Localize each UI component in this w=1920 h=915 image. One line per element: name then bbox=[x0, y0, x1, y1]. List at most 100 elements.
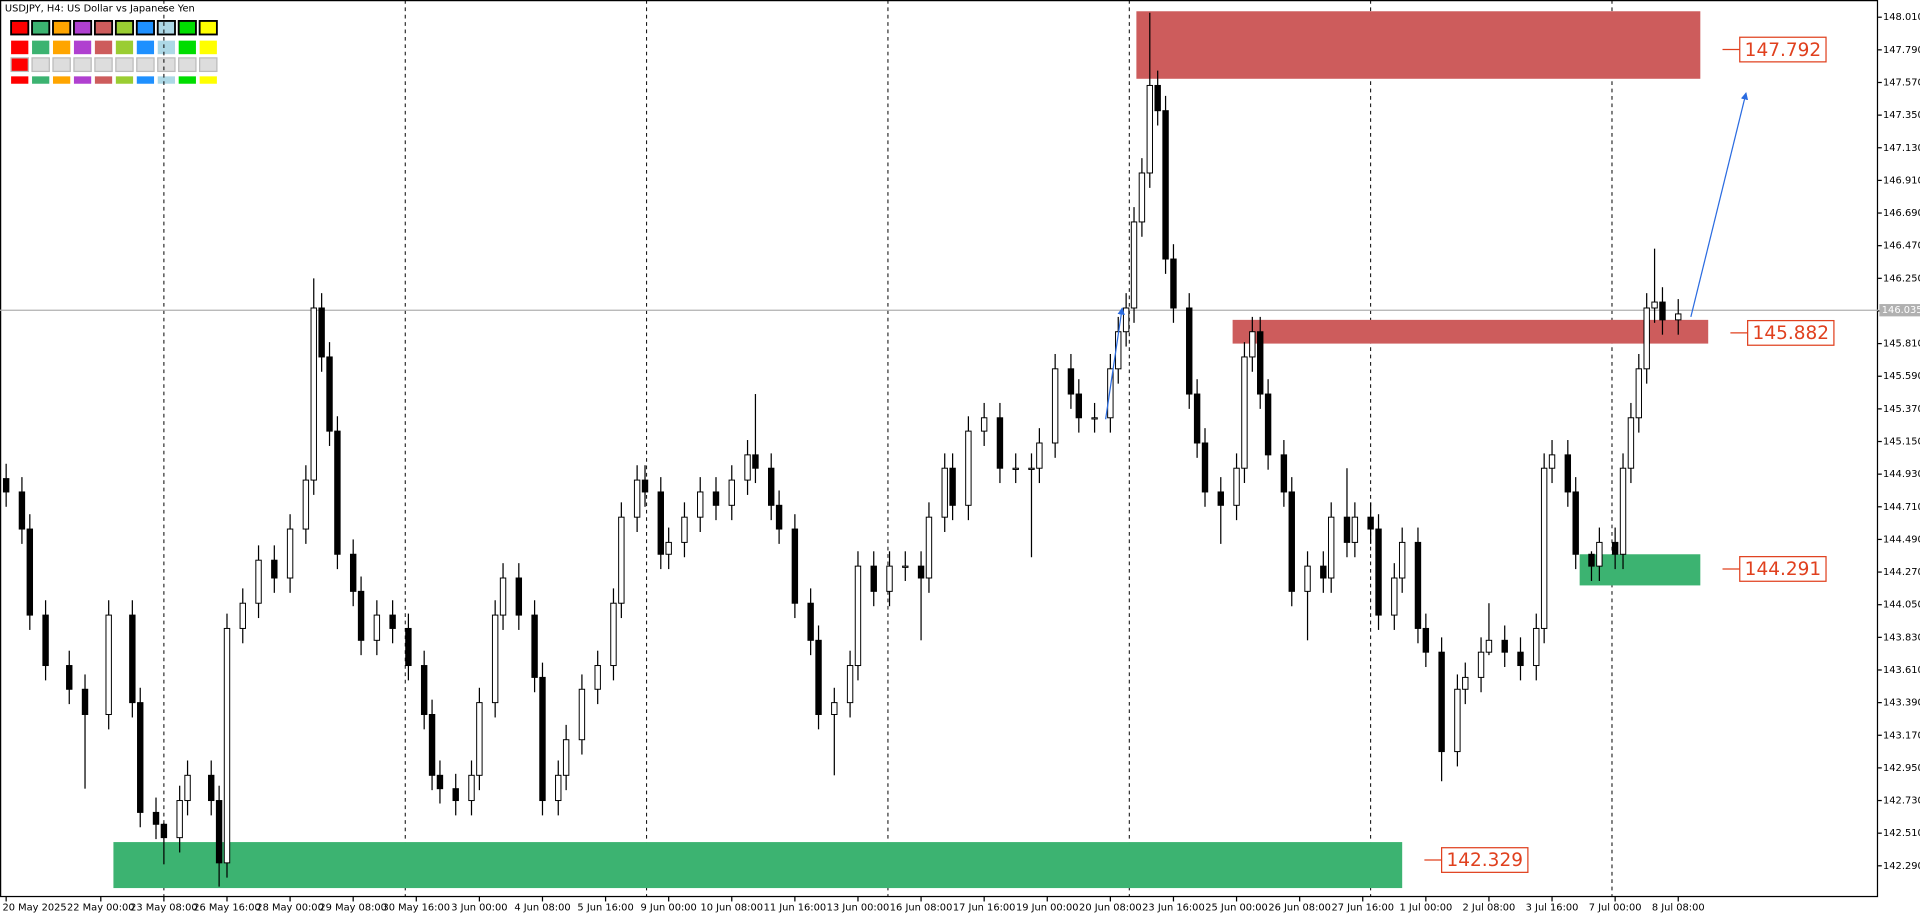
palette-swatch bbox=[136, 40, 155, 55]
arrow bbox=[1690, 92, 1749, 318]
candle-body bbox=[184, 774, 191, 802]
candle-body bbox=[594, 665, 601, 690]
candle-body bbox=[965, 430, 972, 506]
candle-body bbox=[1477, 651, 1485, 678]
candle-body bbox=[641, 479, 649, 493]
candle-body bbox=[744, 454, 751, 481]
x-tick-label: 3 Jul 16:00 bbox=[1526, 903, 1579, 914]
palette-swatch bbox=[199, 76, 217, 84]
candle-body bbox=[239, 602, 246, 629]
palette-swatch bbox=[73, 57, 92, 73]
candle-body bbox=[515, 577, 523, 616]
candle-body bbox=[1122, 307, 1130, 333]
y-tick-label: 148.010 bbox=[1883, 12, 1920, 23]
palette-swatch[interactable] bbox=[198, 20, 218, 36]
palette-swatch[interactable] bbox=[93, 20, 114, 36]
candle-body bbox=[1264, 393, 1272, 456]
y-tick-label: 144.930 bbox=[1883, 469, 1920, 480]
palette-swatch bbox=[94, 57, 113, 73]
palette-swatch[interactable] bbox=[52, 20, 72, 36]
candle-body bbox=[1367, 516, 1374, 530]
palette-swatch[interactable] bbox=[114, 20, 135, 36]
candle-body bbox=[1170, 258, 1177, 309]
palette-swatch bbox=[10, 57, 29, 73]
y-tick-label: 144.050 bbox=[1883, 600, 1920, 611]
palette-swatch bbox=[52, 76, 71, 84]
candle-body bbox=[665, 541, 672, 555]
candle-body bbox=[1438, 651, 1445, 753]
x-tick-label: 30 May 16:00 bbox=[383, 903, 451, 914]
zone-label-box bbox=[1739, 556, 1827, 582]
y-tick-label: 143.170 bbox=[1883, 730, 1920, 741]
y-tick-label: 146.470 bbox=[1883, 241, 1920, 252]
zone bbox=[1232, 319, 1709, 344]
candle-body bbox=[81, 688, 89, 715]
candle-body bbox=[618, 516, 625, 604]
candle-body bbox=[373, 614, 381, 641]
palette-swatch bbox=[115, 40, 134, 55]
y-tick-label: 145.370 bbox=[1883, 404, 1920, 415]
palette-swatch[interactable] bbox=[10, 20, 30, 36]
candle-body bbox=[1091, 417, 1098, 420]
candle-body bbox=[334, 430, 341, 555]
palette-swatch bbox=[32, 40, 50, 55]
zone-label: 145.882 bbox=[1753, 323, 1829, 344]
candle-body bbox=[555, 774, 562, 802]
candle-body bbox=[436, 774, 444, 790]
x-tick-label: 28 May 00:00 bbox=[256, 903, 324, 914]
candle-body bbox=[1619, 467, 1627, 555]
candle-body bbox=[1454, 688, 1461, 753]
palette-swatch[interactable] bbox=[135, 20, 155, 36]
y-tick-label: 142.730 bbox=[1883, 796, 1920, 807]
candle-body bbox=[539, 676, 546, 802]
candle-body bbox=[531, 614, 538, 678]
candle-body bbox=[1130, 221, 1138, 309]
x-tick-label: 10 Jun 08:00 bbox=[700, 903, 763, 914]
y-tick-label: 147.570 bbox=[1883, 77, 1920, 88]
palette-swatch bbox=[136, 76, 155, 84]
palette-swatch[interactable] bbox=[156, 20, 176, 36]
y-tick-label: 147.790 bbox=[1883, 45, 1920, 56]
x-tick-label: 11 Jun 16:00 bbox=[764, 903, 827, 914]
y-tick-label: 147.130 bbox=[1883, 143, 1920, 154]
candle-body bbox=[1304, 565, 1311, 592]
palette-swatch[interactable] bbox=[31, 20, 51, 36]
zone-label-box bbox=[1747, 319, 1835, 346]
x-tick-label: 19 Jun 00:00 bbox=[1016, 903, 1079, 914]
candle-body bbox=[318, 307, 325, 358]
palette-swatch bbox=[178, 57, 197, 73]
y-tick-label: 145.150 bbox=[1883, 437, 1920, 448]
candle-body bbox=[925, 516, 933, 579]
candle-body bbox=[2, 478, 10, 493]
candle-body bbox=[831, 702, 838, 715]
palette-swatch bbox=[157, 57, 176, 73]
candle-body bbox=[1375, 528, 1382, 616]
y-tick-label: 146.250 bbox=[1883, 273, 1920, 284]
zone-label: 142.329 bbox=[1447, 850, 1523, 871]
candle-body bbox=[1651, 301, 1658, 309]
candle-body bbox=[223, 627, 231, 864]
candle-body bbox=[1564, 454, 1572, 493]
palette-swatch[interactable] bbox=[73, 20, 93, 36]
candle-body bbox=[996, 417, 1004, 469]
candle-body bbox=[712, 491, 720, 506]
palette-swatch bbox=[52, 57, 71, 73]
palette-swatch bbox=[178, 40, 196, 55]
x-tick-label: 25 Jun 00:00 bbox=[1205, 903, 1268, 914]
candle-body bbox=[1320, 565, 1327, 579]
color-palette[interactable] bbox=[10, 20, 218, 84]
candle-body bbox=[1051, 368, 1059, 444]
candle-body bbox=[160, 823, 168, 839]
zone-label: 144.291 bbox=[1745, 559, 1821, 580]
candle-body bbox=[1036, 442, 1043, 469]
x-tick-label: 13 Jun 00:00 bbox=[827, 903, 890, 914]
candle-body bbox=[775, 504, 783, 530]
candle-body bbox=[1414, 541, 1422, 629]
y-tick-label: 143.830 bbox=[1883, 632, 1920, 643]
candle-body bbox=[105, 614, 112, 715]
palette-swatch[interactable] bbox=[177, 20, 197, 36]
candle-body bbox=[1422, 627, 1430, 653]
candle-body bbox=[491, 614, 499, 704]
candle-body bbox=[1548, 454, 1556, 469]
